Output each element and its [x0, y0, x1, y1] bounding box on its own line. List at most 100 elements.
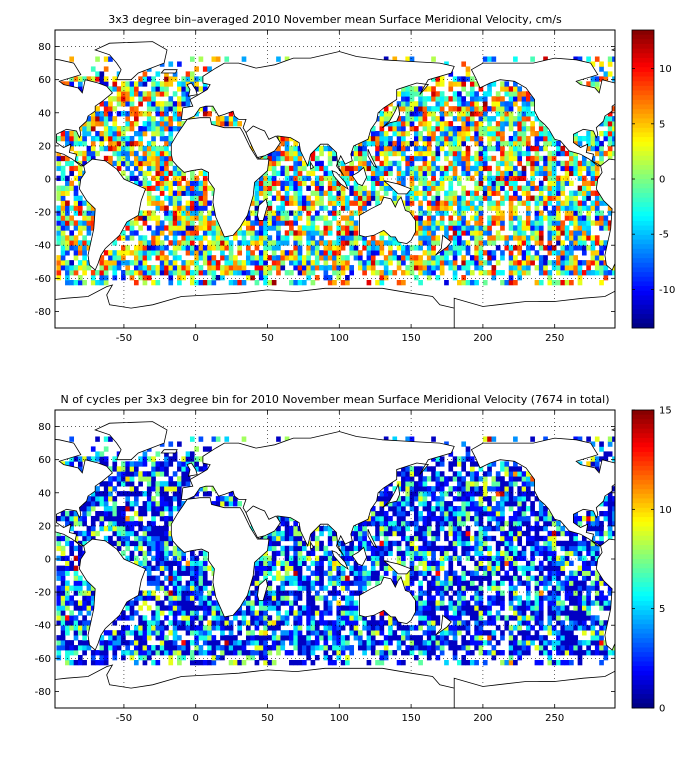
data-bin [82, 540, 87, 547]
data-bin [370, 575, 376, 581]
data-bin [189, 230, 195, 236]
data-bin [280, 575, 286, 581]
data-bin [276, 575, 281, 581]
colorbar-segment [632, 216, 654, 222]
data-bin [189, 625, 195, 631]
data-bin [289, 255, 294, 261]
data-bin [448, 135, 454, 142]
data-bin [151, 610, 156, 616]
data-bin [151, 520, 156, 527]
data-bin [319, 180, 324, 186]
data-bin [418, 260, 423, 266]
data-bin [142, 265, 148, 271]
data-bin [116, 476, 122, 482]
data-bin [504, 140, 510, 147]
coastline [453, 290, 615, 328]
data-bin [444, 195, 449, 201]
data-bin [194, 605, 199, 611]
data-bin [207, 270, 212, 276]
data-bin [133, 486, 139, 492]
data-bin [77, 620, 83, 626]
data-bin [392, 525, 398, 532]
data-bin [65, 540, 70, 547]
data-bin [599, 255, 604, 261]
data-bin [168, 510, 174, 517]
data-bin [181, 86, 187, 92]
data-bin [332, 620, 337, 626]
data-bin [581, 230, 587, 236]
data-bin [573, 270, 579, 276]
data-bin [207, 600, 212, 606]
data-bin [177, 255, 182, 261]
data-bin [457, 91, 462, 97]
data-bin [379, 525, 385, 532]
data-bin [211, 279, 217, 286]
coastline [245, 125, 281, 158]
data-bin [426, 126, 432, 132]
data-bin [289, 279, 294, 286]
data-bin [556, 210, 561, 216]
data-bin [556, 190, 561, 196]
data-bin [310, 605, 316, 611]
data-bin [521, 135, 527, 142]
data-bin [228, 270, 234, 276]
data-bin [271, 590, 277, 596]
data-bin [198, 225, 204, 231]
data-bin [590, 260, 596, 266]
data-bin [521, 250, 527, 256]
data-bin [56, 205, 62, 211]
data-bin [319, 150, 324, 157]
data-bin [353, 150, 359, 157]
data-bin [168, 595, 174, 601]
data-bin [65, 175, 70, 182]
data-bin [569, 160, 574, 167]
data-bin [172, 111, 178, 117]
data-bin [383, 436, 389, 442]
data-bin [177, 81, 182, 87]
data-bin [181, 215, 187, 221]
data-bin [129, 91, 135, 97]
data-bin [474, 165, 479, 172]
data-bin [448, 235, 454, 241]
data-bin [482, 96, 488, 102]
data-bin [129, 486, 135, 492]
data-bin [164, 76, 169, 82]
data-bin [271, 635, 277, 641]
data-bin [73, 185, 79, 191]
data-bin [323, 605, 329, 611]
data-bin [543, 200, 548, 206]
data-bin [599, 121, 604, 127]
data-bin [431, 205, 436, 211]
data-bin [65, 220, 70, 226]
data-bin [267, 595, 273, 601]
data-bin [99, 456, 105, 462]
data-bin [142, 220, 148, 226]
data-bin [177, 565, 182, 571]
data-bin [487, 185, 492, 191]
data-bin [116, 535, 122, 542]
data-bin [383, 545, 389, 552]
data-bin [418, 225, 423, 231]
data-bin [612, 270, 615, 276]
data-bin [586, 260, 591, 266]
data-bin [263, 535, 268, 542]
data-bin [500, 111, 505, 117]
data-bin [267, 270, 273, 276]
data-bin [422, 121, 428, 127]
data-bin [345, 275, 350, 281]
data-bin [482, 270, 488, 276]
data-bin [310, 155, 316, 162]
data-bin [336, 180, 342, 186]
data-bin [478, 121, 484, 127]
colorbar-segment [632, 137, 654, 143]
data-bin [198, 645, 204, 651]
colorbar-segment [632, 62, 654, 68]
data-bin [60, 645, 66, 651]
data-bin [366, 200, 372, 206]
data-bin [86, 220, 92, 226]
y-tick-label: 20 [38, 141, 51, 152]
data-bin [345, 555, 350, 562]
data-bin [366, 160, 372, 167]
data-bin [159, 530, 165, 537]
data-bin [431, 270, 436, 276]
